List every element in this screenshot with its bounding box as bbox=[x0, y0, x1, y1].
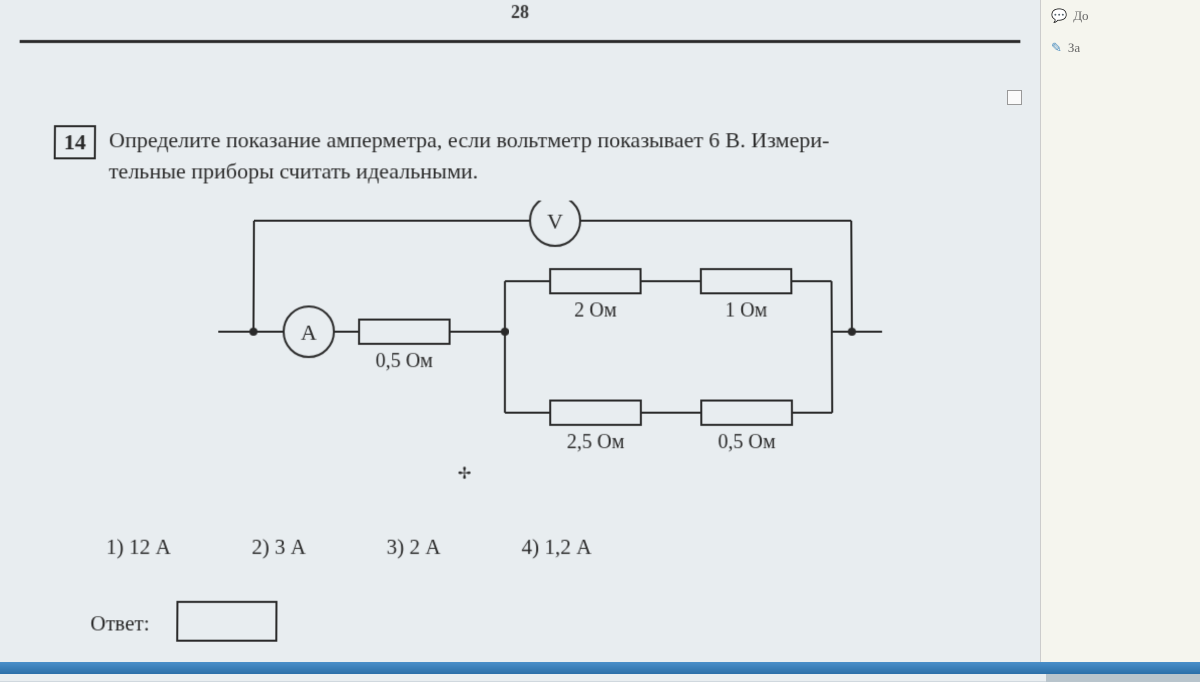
sidebar-item-1[interactable]: 💬 До bbox=[1041, 0, 1200, 32]
problem-text-line1: Определите показание амперметра, если во… bbox=[109, 127, 829, 152]
pen-icon: ✎ bbox=[1051, 40, 1062, 56]
svg-text:1 Ом: 1 Ом bbox=[725, 299, 768, 321]
problem-text: Определите показание амперметра, если во… bbox=[109, 125, 982, 187]
svg-text:✢: ✢ bbox=[458, 465, 472, 482]
answer-option-1: 1) 12 А bbox=[106, 535, 171, 560]
svg-text:0,5 Ом: 0,5 Ом bbox=[376, 350, 434, 372]
checkbox[interactable] bbox=[1007, 90, 1022, 105]
svg-text:2 Ом: 2 Ом bbox=[574, 299, 617, 321]
sidebar-label-1: До bbox=[1073, 8, 1088, 24]
comment-icon: 💬 bbox=[1051, 8, 1067, 24]
answer-option-4: 4) 1,2 А bbox=[522, 535, 592, 560]
answer-label: Ответ: bbox=[90, 611, 149, 637]
sidebar-right: 💬 До ✎ За bbox=[1040, 0, 1200, 674]
paper-container: 28 14 Определите показание амперметра, е… bbox=[0, 0, 1046, 682]
answer-option-3: 3) 2 А bbox=[387, 535, 441, 560]
page-number: 28 bbox=[511, 2, 529, 23]
svg-text:A: A bbox=[301, 320, 317, 345]
sidebar-label-2: За bbox=[1068, 40, 1080, 56]
answer-option-2: 2) 3 А bbox=[252, 535, 306, 560]
sidebar-item-2[interactable]: ✎ За bbox=[1041, 32, 1200, 64]
problem-text-line2: тельные приборы считать идеальными. bbox=[109, 158, 479, 183]
problem-border bbox=[20, 40, 1021, 43]
answer-box bbox=[176, 601, 277, 642]
answer-options: 1) 12 А 2) 3 А 3) 2 А 4) 1,2 А bbox=[106, 535, 592, 560]
svg-text:0,5 Ом: 0,5 Ом bbox=[718, 431, 776, 453]
taskbar bbox=[0, 662, 1200, 674]
svg-text:2,5 Ом: 2,5 Ом bbox=[567, 431, 625, 453]
problem-number: 14 bbox=[54, 125, 96, 159]
svg-text:V: V bbox=[547, 209, 563, 234]
circuit-diagram: V A 0,5 Ом 2 Ом 1 Ом bbox=[207, 201, 893, 484]
